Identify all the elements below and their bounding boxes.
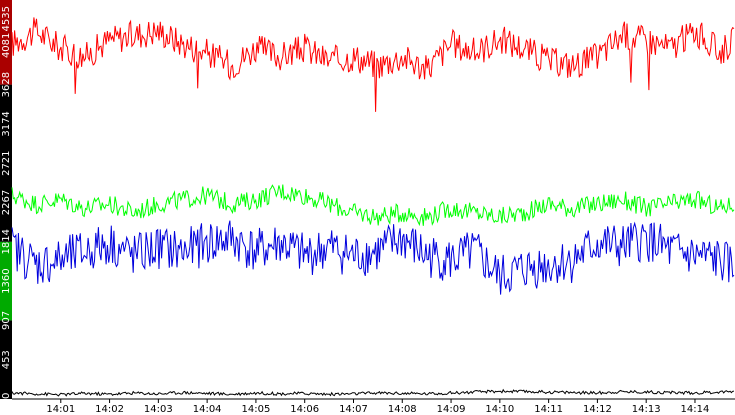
x-axis-ticks: 14:01 14:02 14:03 14:04 14:05 14:06 14:07 14:08…	[46, 399, 709, 415]
y-axis-band-3	[0, 0, 12, 85]
y-axis-bar	[0, 0, 12, 399]
y-tick-label: 1360	[1, 268, 12, 293]
x-tick-label: 14:10	[485, 404, 514, 415]
y-tick-label: 3628	[1, 72, 12, 97]
y-tick-label: 453	[1, 350, 12, 369]
x-tick-label: 14:09	[437, 404, 466, 415]
y-tick-label: 907	[1, 311, 12, 330]
y-tick-label: 2267	[1, 190, 12, 215]
x-tick-label: 14:07	[339, 404, 368, 415]
y-tick-label: 4081	[1, 33, 12, 58]
x-tick-label: 14:08	[388, 404, 417, 415]
series-layer	[11, 17, 735, 397]
x-tick-label: 14:03	[144, 404, 173, 415]
y-tick-label: 2721	[1, 150, 12, 175]
y-tick-label: 3174	[1, 111, 12, 136]
x-tick-label: 14:04	[193, 404, 222, 415]
y-tick-label: 4535	[1, 6, 12, 31]
x-tick-label: 14:02	[95, 404, 124, 415]
y-axis-band-2	[0, 84, 12, 242]
x-tick-label: 14:01	[46, 404, 75, 415]
y-tick-label: 1814	[1, 229, 12, 254]
x-tick-label: 14:05	[242, 404, 271, 415]
y-axis-band-0	[0, 320, 12, 399]
series-line-0	[11, 17, 735, 112]
x-tick-label: 14:14	[681, 404, 710, 415]
series-line-1	[11, 184, 735, 227]
y-tick-label: 0	[1, 393, 12, 399]
x-tick-label: 14:11	[534, 404, 563, 415]
series-line-2	[11, 220, 735, 295]
x-tick-label: 14:13	[632, 404, 661, 415]
x-tick-label: 14:12	[583, 404, 612, 415]
y-axis-band-1	[0, 241, 12, 321]
series-line-3	[11, 388, 735, 397]
y-axis-ticks: 0 453 907 1360 1814 2267 2721 3174 3628 4081 4535	[1, 6, 12, 399]
x-tick-label: 14:06	[290, 404, 319, 415]
